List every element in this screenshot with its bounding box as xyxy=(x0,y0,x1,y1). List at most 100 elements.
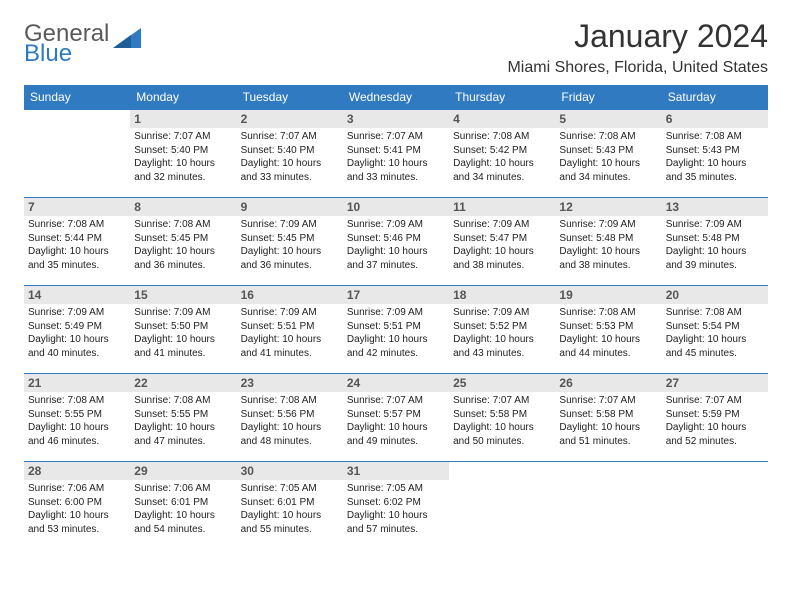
day-number: 25 xyxy=(449,374,555,392)
day-cell: 15 Sunrise: 7:09 AMSunset: 5:50 PMDayligh… xyxy=(130,286,236,374)
weekday-header: Thursday xyxy=(449,85,555,110)
empty-day-cell xyxy=(662,462,768,550)
day-info: Sunrise: 7:08 AMSunset: 5:43 PMDaylight:… xyxy=(559,130,657,184)
day-info: Sunrise: 7:08 AMSunset: 5:54 PMDaylight:… xyxy=(666,306,764,360)
weekday-header: Monday xyxy=(130,85,236,110)
weekday-header: Sunday xyxy=(24,85,130,110)
month-title: January 2024 xyxy=(507,18,768,55)
day-cell: 9 Sunrise: 7:09 AMSunset: 5:45 PMDaylight… xyxy=(237,198,343,286)
day-info: Sunrise: 7:07 AMSunset: 5:40 PMDaylight:… xyxy=(134,130,232,184)
day-info: Sunrise: 7:09 AMSunset: 5:48 PMDaylight:… xyxy=(559,218,657,272)
logo-text-block: General Blue xyxy=(24,22,109,66)
weekday-header: Tuesday xyxy=(237,85,343,110)
day-number: 4 xyxy=(449,110,555,128)
weekday-header: Friday xyxy=(555,85,661,110)
day-number: 1 xyxy=(130,110,236,128)
day-number: 22 xyxy=(130,374,236,392)
day-cell: 16Sunrise: 7:09 AMSunset: 5:51 PMDayligh… xyxy=(237,286,343,374)
logo: General Blue xyxy=(24,22,141,66)
day-cell: 25 Sunrise: 7:07 AMSunset: 5:58 PMDayligh… xyxy=(449,374,555,462)
day-number: 8 xyxy=(130,198,236,216)
day-info: Sunrise: 7:09 AMSunset: 5:49 PMDaylight:… xyxy=(28,306,126,360)
day-cell: 31 Sunrise: 7:05 AMSunset: 6:02 PMDayligh… xyxy=(343,462,449,550)
empty-day-cell xyxy=(449,462,555,550)
day-info: Sunrise: 7:08 AMSunset: 5:56 PMDaylight:… xyxy=(241,394,339,448)
day-number: 3 xyxy=(343,110,449,128)
day-number: 7 xyxy=(24,198,130,216)
day-number: 14 xyxy=(24,286,130,304)
day-cell: 29 Sunrise: 7:06 AMSunset: 6:01 PMDayligh… xyxy=(130,462,236,550)
day-number: 13 xyxy=(662,198,768,216)
day-number: 9 xyxy=(237,198,343,216)
header-row: General Blue January 2024 Miami Shores, … xyxy=(24,18,768,77)
day-cell: 24 Sunrise: 7:07 AMSunset: 5:57 PMDayligh… xyxy=(343,374,449,462)
day-info: Sunrise: 7:09 AMSunset: 5:51 PMDaylight:… xyxy=(347,306,445,360)
calendar-body: 1 Sunrise: 7:07 AMSunset: 5:40 PMDaylight… xyxy=(24,110,768,550)
day-info: Sunrise: 7:05 AMSunset: 6:02 PMDaylight:… xyxy=(347,482,445,536)
day-number: 23 xyxy=(237,374,343,392)
day-number: 10 xyxy=(343,198,449,216)
day-number: 18 xyxy=(449,286,555,304)
calendar-week-row: 7Sunrise: 7:08 AMSunset: 5:44 PMDaylight… xyxy=(24,198,768,286)
day-info: Sunrise: 7:08 AMSunset: 5:45 PMDaylight:… xyxy=(134,218,232,272)
day-cell: 22 Sunrise: 7:08 AMSunset: 5:55 PMDayligh… xyxy=(130,374,236,462)
day-cell: 27Sunrise: 7:07 AMSunset: 5:59 PMDayligh… xyxy=(662,374,768,462)
calendar-week-row: 1 Sunrise: 7:07 AMSunset: 5:40 PMDaylight… xyxy=(24,110,768,198)
day-number: 24 xyxy=(343,374,449,392)
day-info: Sunrise: 7:07 AMSunset: 5:57 PMDaylight:… xyxy=(347,394,445,448)
day-info: Sunrise: 7:08 AMSunset: 5:53 PMDaylight:… xyxy=(559,306,657,360)
day-number: 29 xyxy=(130,462,236,480)
day-cell: 14 Sunrise: 7:09 AMSunset: 5:49 PMDayligh… xyxy=(24,286,130,374)
day-cell: 23 Sunrise: 7:08 AMSunset: 5:56 PMDayligh… xyxy=(237,374,343,462)
day-number: 12 xyxy=(555,198,661,216)
day-info: Sunrise: 7:09 AMSunset: 5:45 PMDaylight:… xyxy=(241,218,339,272)
day-info: Sunrise: 7:09 AMSunset: 5:52 PMDaylight:… xyxy=(453,306,551,360)
day-info: Sunrise: 7:07 AMSunset: 5:58 PMDaylight:… xyxy=(453,394,551,448)
day-cell: 8 Sunrise: 7:08 AMSunset: 5:45 PMDaylight… xyxy=(130,198,236,286)
day-cell: 13 Sunrise: 7:09 AMSunset: 5:48 PMDayligh… xyxy=(662,198,768,286)
day-info: Sunrise: 7:08 AMSunset: 5:43 PMDaylight:… xyxy=(666,130,764,184)
day-number: 15 xyxy=(130,286,236,304)
day-info: Sunrise: 7:08 AMSunset: 5:55 PMDaylight:… xyxy=(134,394,232,448)
logo-triangle-icon xyxy=(113,28,141,53)
location-label: Miami Shores, Florida, United States xyxy=(507,59,768,77)
day-info: Sunrise: 7:09 AMSunset: 5:50 PMDaylight:… xyxy=(134,306,232,360)
day-cell: 5 Sunrise: 7:08 AMSunset: 5:43 PMDaylight… xyxy=(555,110,661,198)
day-cell: 2Sunrise: 7:07 AMSunset: 5:40 PMDaylight… xyxy=(237,110,343,198)
day-number: 5 xyxy=(555,110,661,128)
day-number: 19 xyxy=(555,286,661,304)
day-info: Sunrise: 7:06 AMSunset: 6:01 PMDaylight:… xyxy=(134,482,232,536)
day-number: 26 xyxy=(555,374,661,392)
calendar-week-row: 28Sunrise: 7:06 AMSunset: 6:00 PMDayligh… xyxy=(24,462,768,550)
day-info: Sunrise: 7:08 AMSunset: 5:42 PMDaylight:… xyxy=(453,130,551,184)
day-info: Sunrise: 7:09 AMSunset: 5:51 PMDaylight:… xyxy=(241,306,339,360)
day-info: Sunrise: 7:09 AMSunset: 5:47 PMDaylight:… xyxy=(453,218,551,272)
day-number: 27 xyxy=(662,374,768,392)
calendar-table: SundayMondayTuesdayWednesdayThursdayFrid… xyxy=(24,85,768,550)
weekday-header: Wednesday xyxy=(343,85,449,110)
day-info: Sunrise: 7:09 AMSunset: 5:48 PMDaylight:… xyxy=(666,218,764,272)
day-cell: 20Sunrise: 7:08 AMSunset: 5:54 PMDayligh… xyxy=(662,286,768,374)
day-info: Sunrise: 7:07 AMSunset: 5:40 PMDaylight:… xyxy=(241,130,339,184)
calendar-page: General Blue January 2024 Miami Shores, … xyxy=(0,0,792,562)
day-cell: 11Sunrise: 7:09 AMSunset: 5:47 PMDayligh… xyxy=(449,198,555,286)
day-cell: 26Sunrise: 7:07 AMSunset: 5:58 PMDayligh… xyxy=(555,374,661,462)
day-number: 30 xyxy=(237,462,343,480)
day-info: Sunrise: 7:05 AMSunset: 6:01 PMDaylight:… xyxy=(241,482,339,536)
day-cell: 17 Sunrise: 7:09 AMSunset: 5:51 PMDayligh… xyxy=(343,286,449,374)
calendar-week-row: 14 Sunrise: 7:09 AMSunset: 5:49 PMDayligh… xyxy=(24,286,768,374)
day-cell: 19 Sunrise: 7:08 AMSunset: 5:53 PMDayligh… xyxy=(555,286,661,374)
day-cell: 10Sunrise: 7:09 AMSunset: 5:46 PMDayligh… xyxy=(343,198,449,286)
day-cell: 3Sunrise: 7:07 AMSunset: 5:41 PMDaylight… xyxy=(343,110,449,198)
day-cell: 18 Sunrise: 7:09 AMSunset: 5:52 PMDayligh… xyxy=(449,286,555,374)
day-number: 31 xyxy=(343,462,449,480)
day-cell: 28Sunrise: 7:06 AMSunset: 6:00 PMDayligh… xyxy=(24,462,130,550)
day-number: 17 xyxy=(343,286,449,304)
day-cell: 4 Sunrise: 7:08 AMSunset: 5:42 PMDaylight… xyxy=(449,110,555,198)
title-block: January 2024 Miami Shores, Florida, Unit… xyxy=(507,18,768,77)
day-cell: 12 Sunrise: 7:09 AMSunset: 5:48 PMDayligh… xyxy=(555,198,661,286)
day-number: 21 xyxy=(24,374,130,392)
weekday-header: Saturday xyxy=(662,85,768,110)
day-number: 28 xyxy=(24,462,130,480)
day-number: 6 xyxy=(662,110,768,128)
